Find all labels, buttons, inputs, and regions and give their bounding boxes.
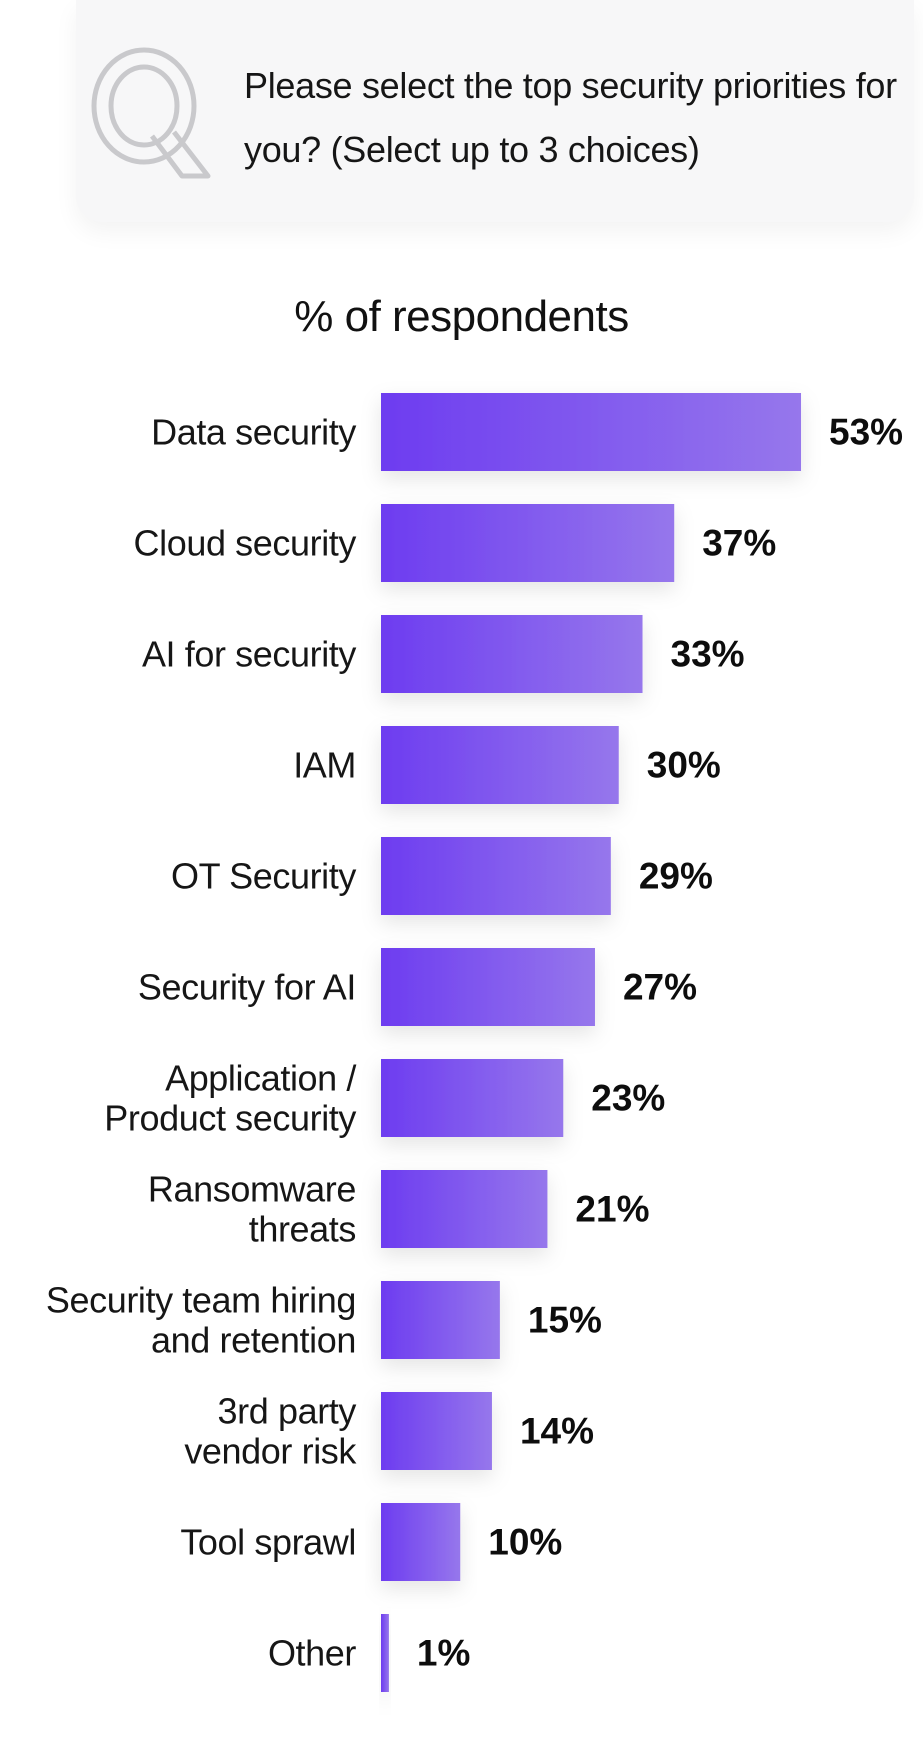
bar-6 — [381, 1059, 564, 1137]
question-text: Please select the top security prioritie… — [244, 65, 897, 170]
chart-title: % of respondents — [294, 292, 629, 341]
value-label: 53% — [829, 412, 903, 453]
bar-3 — [381, 726, 619, 804]
value-label: 14% — [520, 1411, 594, 1452]
value-label: 15% — [528, 1300, 602, 1341]
category-label: Data security — [151, 412, 356, 453]
q-letter-icon — [91, 47, 211, 179]
category-label: AI for security — [142, 634, 356, 675]
bar-10 — [381, 1503, 461, 1581]
category-label: Tool sprawl — [180, 1522, 356, 1563]
category-label: Product security — [104, 1098, 356, 1139]
value-label: 21% — [575, 1189, 649, 1230]
bar-8 — [381, 1281, 500, 1359]
bar-11 — [381, 1614, 389, 1692]
question-card: Please select the top security prioritie… — [76, 0, 914, 222]
value-label: 10% — [488, 1522, 562, 1563]
category-label: IAM — [293, 745, 356, 786]
value-label: 33% — [671, 634, 745, 675]
category-label: vendor risk — [184, 1431, 357, 1472]
bar-5 — [381, 948, 595, 1026]
bar-9 — [381, 1392, 492, 1470]
bar-1 — [381, 504, 675, 582]
category-label: 3rd party — [218, 1391, 357, 1432]
bar-7 — [381, 1170, 548, 1248]
category-label: Cloud security — [134, 523, 357, 564]
value-label: 23% — [591, 1078, 665, 1119]
bar-4 — [381, 837, 611, 915]
category-label: threats — [249, 1209, 356, 1250]
category-label: Security team hiring — [46, 1280, 356, 1321]
bar-0 — [381, 393, 802, 471]
category-label: Application / — [165, 1058, 356, 1099]
category-label: Security for AI — [138, 967, 356, 1008]
value-label: 30% — [647, 745, 721, 786]
value-label: 29% — [639, 856, 713, 897]
category-label: Other — [268, 1633, 356, 1674]
value-label: 37% — [702, 523, 776, 564]
category-label: Ransomware — [148, 1169, 356, 1210]
bar-2 — [381, 615, 643, 693]
value-label: 1% — [417, 1633, 470, 1674]
category-label: and retention — [151, 1320, 356, 1361]
category-label: OT Security — [171, 856, 356, 897]
value-label: 27% — [623, 967, 697, 1008]
